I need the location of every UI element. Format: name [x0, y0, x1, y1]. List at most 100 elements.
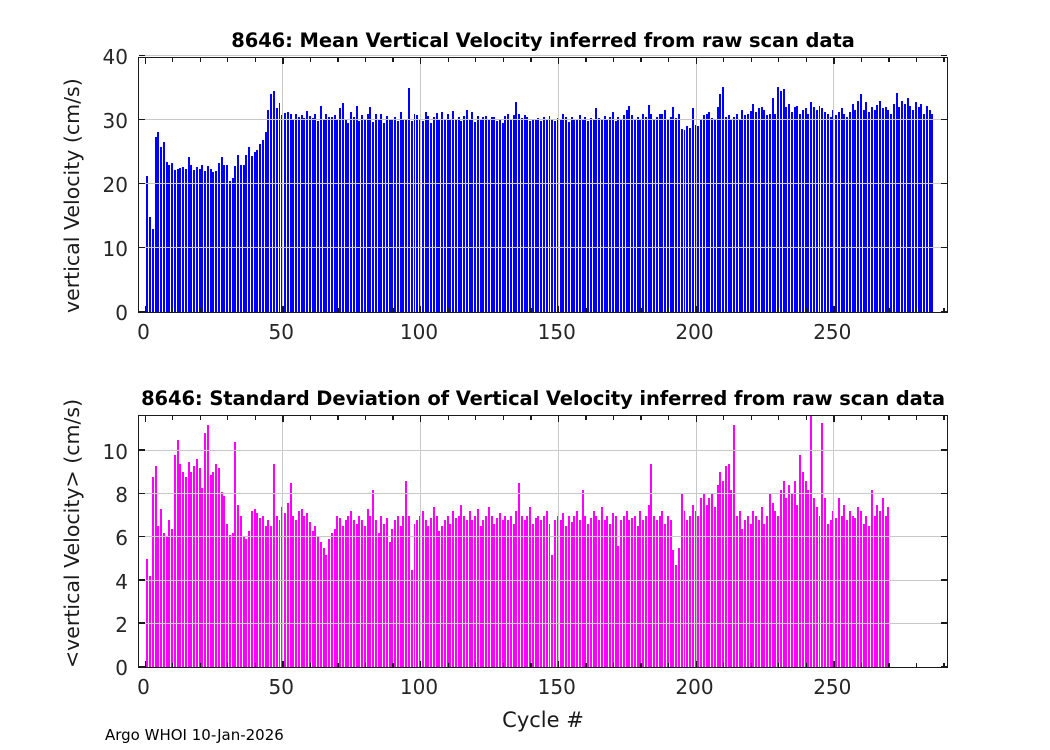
x-axis-tick: [860, 663, 863, 667]
x-gridline: [282, 416, 284, 667]
x-axis-tick: [723, 663, 725, 667]
bar: [559, 519, 562, 667]
x-axis-tick-label: 200: [675, 675, 714, 699]
bar: [749, 111, 752, 312]
y-gridline: [139, 119, 947, 120]
bar: [884, 515, 887, 667]
bar: [168, 165, 171, 312]
y-axis-tick: [139, 246, 145, 248]
bar: [350, 112, 353, 312]
bar: [895, 93, 898, 312]
bar: [782, 481, 785, 667]
x-axis-tick: [557, 58, 560, 64]
x-axis-tick: [309, 308, 312, 312]
bar: [700, 498, 703, 667]
bar: [385, 517, 388, 667]
bar: [840, 108, 843, 312]
bar: [165, 161, 168, 312]
bar: [212, 472, 215, 667]
x-axis-tick-label: 150: [537, 675, 576, 699]
bar: [705, 504, 708, 667]
x-axis-tick: [612, 416, 615, 420]
bar: [226, 164, 229, 312]
bar: [520, 515, 523, 667]
bar: [361, 114, 364, 312]
bar: [931, 113, 934, 312]
x-axis-tick: [364, 416, 367, 420]
bar: [722, 481, 725, 667]
y-axis-tick-label: 20: [102, 173, 128, 197]
y-axis-tick-label: 0: [115, 656, 128, 680]
bar: [493, 524, 496, 667]
bar: [460, 121, 463, 312]
bar: [614, 121, 617, 312]
bar: [374, 113, 377, 312]
bar: [388, 541, 391, 667]
x-axis-tick: [227, 308, 229, 312]
bar: [363, 120, 366, 312]
bar: [295, 519, 298, 667]
bar: [344, 119, 347, 312]
x-axis-tick: [475, 308, 477, 312]
x-axis-tick: [392, 58, 394, 62]
x-gridline: [833, 416, 835, 667]
bar: [215, 463, 218, 667]
bar: [824, 112, 826, 312]
bar: [625, 109, 628, 312]
x-gridline: [282, 58, 284, 312]
bar: [793, 481, 796, 667]
bar: [639, 511, 642, 667]
bar: [622, 114, 625, 312]
bar: [788, 104, 791, 312]
x-axis-tick: [833, 306, 835, 312]
x-axis-tick: [640, 58, 642, 62]
bar: [317, 537, 320, 667]
bar: [669, 116, 672, 312]
x-axis-tick: [695, 661, 697, 667]
bar: [385, 116, 388, 312]
bar: [438, 530, 441, 667]
bar: [289, 113, 292, 312]
bar: [735, 515, 738, 667]
bar: [347, 123, 350, 312]
bar: [173, 455, 176, 667]
bar: [722, 87, 725, 312]
bar: [799, 113, 802, 312]
bar: [328, 539, 331, 667]
bar: [744, 519, 747, 667]
x-axis-tick: [172, 58, 174, 62]
bar: [873, 515, 876, 667]
bar: [636, 116, 639, 312]
bar: [259, 517, 262, 667]
bar: [187, 461, 190, 667]
bar: [344, 519, 347, 667]
x-axis-tick: [309, 663, 312, 667]
x-axis-tick: [888, 308, 890, 312]
bar: [396, 515, 399, 667]
x-axis-tick: [557, 306, 560, 312]
bar: [157, 526, 160, 667]
bar: [592, 120, 595, 312]
x-axis-tick: [530, 663, 532, 667]
bar: [498, 513, 501, 667]
y-axis-tick-label: 2: [115, 612, 128, 637]
bar: [179, 168, 182, 312]
bar: [925, 105, 928, 312]
bar: [369, 515, 372, 667]
bar: [308, 116, 311, 312]
bar: [611, 111, 614, 312]
bar: [217, 468, 220, 667]
bar: [242, 537, 245, 667]
bar: [689, 515, 691, 667]
x-axis-tick: [172, 416, 174, 420]
bar: [551, 554, 554, 667]
x-axis-tick: [199, 308, 201, 312]
bar: [614, 515, 617, 667]
x-axis-tick-label: 250: [813, 320, 852, 344]
bar: [463, 116, 466, 312]
x-axis-tick-label: 50: [268, 675, 294, 699]
bar: [796, 105, 799, 312]
bar: [898, 107, 901, 312]
bar: [465, 109, 468, 312]
bar: [374, 519, 377, 667]
